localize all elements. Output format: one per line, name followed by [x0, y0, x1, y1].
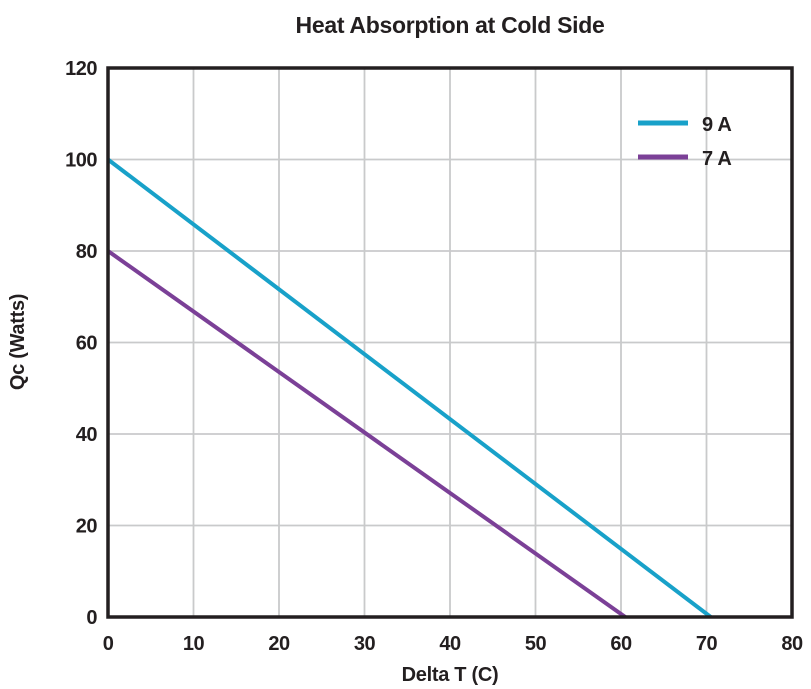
x-tick-label: 0 [103, 633, 114, 655]
y-tick-label: 0 [86, 607, 97, 629]
y-tick-label: 20 [76, 516, 98, 538]
x-tick-label: 20 [268, 633, 290, 655]
tick-labels: 0 10 20 30 40 50 60 70 80 0 20 40 60 80 100 120 [65, 58, 803, 655]
y-tick-label: 120 [65, 58, 97, 80]
plot-border [106, 66, 794, 619]
y-tick-label: 60 [76, 333, 98, 355]
y-tick-label: 100 [65, 150, 97, 172]
legend-label-7a: 7 A [702, 148, 731, 170]
x-tick-label: 30 [354, 633, 376, 655]
x-axis-label: Delta T (C) [402, 664, 499, 686]
legend-label-9a: 9 A [702, 114, 731, 136]
legend-item-9a: 9 A [638, 114, 732, 136]
y-tick-label: 80 [76, 241, 98, 263]
legend: 9 A 7 A [638, 114, 732, 170]
y-tick-label: 40 [76, 424, 98, 446]
series-line-9a [106, 157, 712, 619]
x-tick-label: 80 [781, 633, 803, 655]
series-group [106, 157, 712, 619]
legend-item-7a: 7 A [638, 148, 732, 170]
x-tick-label: 70 [696, 633, 718, 655]
x-tick-label: 60 [610, 633, 632, 655]
chart-title: Heat Absorption at Cold Side [296, 12, 605, 38]
gridlines [108, 68, 792, 617]
x-tick-label: 50 [525, 633, 547, 655]
y-axis-label: Qc (Watts) [7, 294, 29, 390]
series-line-7a [106, 249, 627, 619]
x-tick-label: 10 [183, 633, 205, 655]
x-tick-label: 40 [439, 633, 461, 655]
